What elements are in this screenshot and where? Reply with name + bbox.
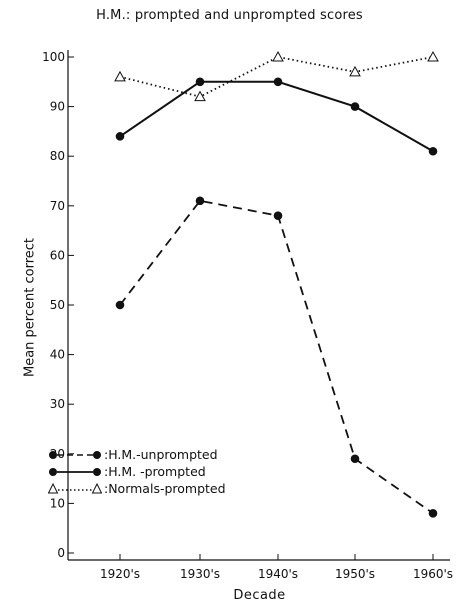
x-tick-label: 1960's bbox=[413, 567, 453, 581]
y-axis-label: Mean percent correct bbox=[22, 238, 38, 377]
data-point-triangle bbox=[427, 50, 439, 62]
y-tick-label: 0 bbox=[57, 546, 65, 560]
legend-swatch-solid-circle bbox=[49, 467, 101, 476]
data-point-triangle bbox=[272, 50, 284, 62]
data-point-circle bbox=[428, 146, 438, 156]
data-point-circle bbox=[195, 196, 205, 206]
data-point-circle bbox=[350, 102, 360, 111]
data-point-circle bbox=[273, 211, 283, 221]
y-tick-label: 90 bbox=[50, 100, 65, 114]
series-layer bbox=[114, 50, 439, 518]
y-tick-label: 60 bbox=[50, 248, 65, 262]
legend-swatch-dotted-triangle bbox=[48, 482, 102, 493]
series-line bbox=[119, 80, 434, 153]
legend-item-prompted: :H.M. -prompted bbox=[48, 463, 226, 480]
data-point-triangle bbox=[349, 65, 361, 77]
x-tick-label: 1930's bbox=[180, 567, 220, 581]
legend-item-normals: :Normals-prompted bbox=[48, 480, 226, 497]
legend-label-unprompted: :H.M.-unprompted bbox=[104, 447, 218, 462]
x-tick-label: 1950's bbox=[335, 567, 375, 581]
data-point-triangle bbox=[194, 90, 206, 102]
y-tick-label: 40 bbox=[50, 348, 65, 362]
legend: :H.M.-unprompted :H.M. -prompted :Normal… bbox=[48, 446, 226, 497]
y-tick-label: 30 bbox=[50, 397, 65, 411]
x-tick-label: 1920's bbox=[100, 567, 140, 581]
data-point-circle bbox=[195, 77, 205, 87]
series-2 bbox=[115, 77, 438, 156]
y-tick-label: 10 bbox=[50, 496, 65, 510]
data-point-circle bbox=[350, 454, 360, 464]
series-1 bbox=[115, 196, 438, 518]
legend-label-normals: :Normals-prompted bbox=[104, 481, 226, 496]
y-tick-label: 100 bbox=[42, 50, 65, 64]
data-point-circle bbox=[428, 509, 438, 518]
y-tick-label: 50 bbox=[50, 298, 65, 312]
legend-label-prompted: :H.M. -prompted bbox=[104, 464, 206, 479]
data-point-circle bbox=[115, 300, 125, 310]
x-tick-label: 1940's bbox=[258, 567, 298, 581]
chart-title: H.M.: prompted and unprompted scores bbox=[96, 8, 363, 23]
x-axis-label: Decade bbox=[233, 588, 286, 603]
data-point-triangle bbox=[114, 70, 126, 82]
y-tick-label: 80 bbox=[50, 149, 65, 163]
y-tick-label: 70 bbox=[50, 199, 65, 213]
series-3 bbox=[114, 50, 439, 102]
series-line bbox=[119, 56, 434, 98]
data-point-circle bbox=[273, 77, 283, 87]
data-point-circle bbox=[115, 132, 125, 141]
legend-swatch-dashed-circle bbox=[49, 450, 101, 459]
legend-item-unprompted: :H.M.-unprompted bbox=[48, 446, 226, 463]
